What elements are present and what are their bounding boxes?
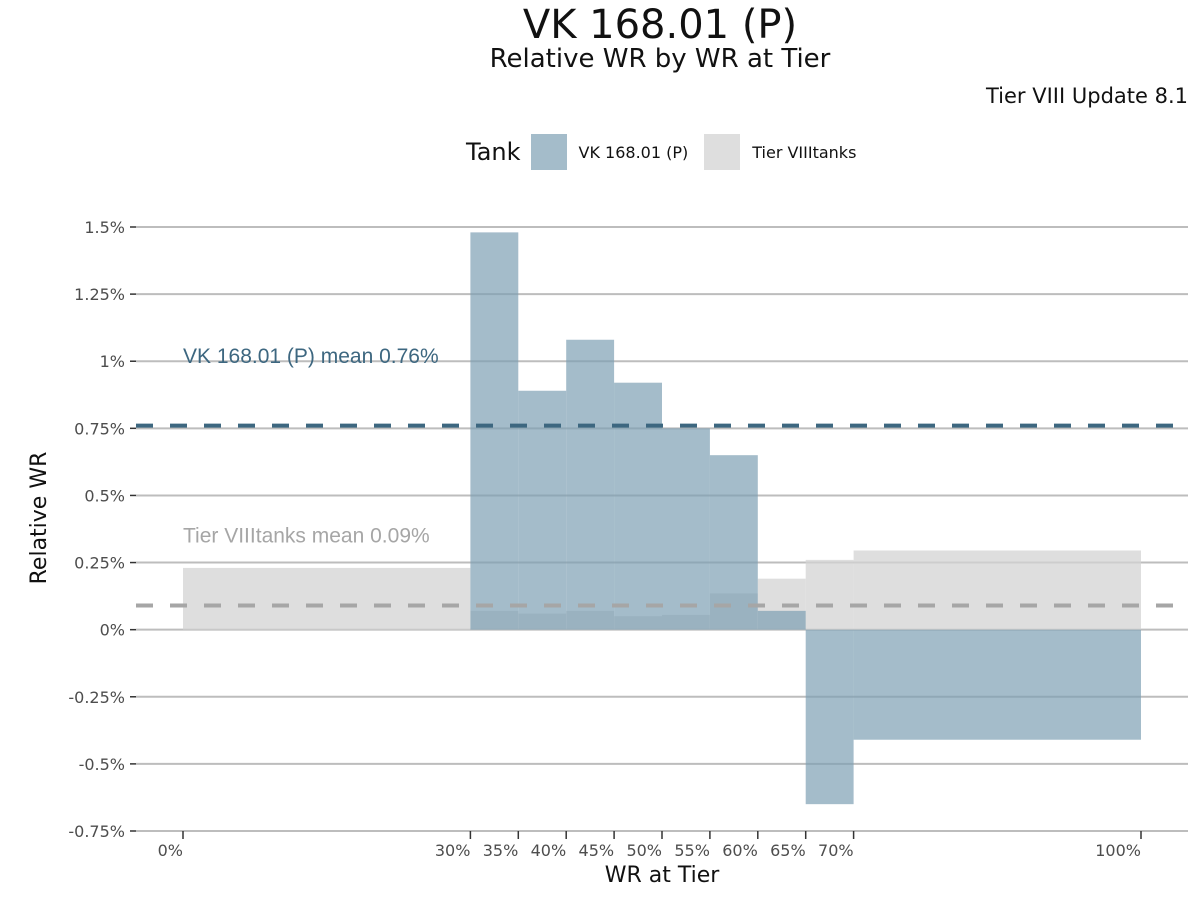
x-tick-label: 70%: [818, 841, 854, 860]
y-tick-label: 1.25%: [74, 285, 125, 304]
legend-key-vk-168: [530, 134, 567, 170]
legend-title: Tank: [466, 138, 521, 166]
chart-subtitle: Relative WR by WR at Tier: [489, 44, 831, 74]
mean-lines: Tier VIIItanks mean 0.09% VK 168.01 (P) m…: [136, 345, 1188, 608]
x-tick-label: 35%: [483, 841, 519, 860]
y-tick-label: 0.5%: [84, 486, 125, 505]
x-tick-label: 55%: [674, 841, 710, 860]
x-tick-label: 45%: [579, 841, 615, 860]
bar-tier-viiitanks: [183, 567, 471, 630]
bar-tier-viiitanks: [853, 550, 1141, 630]
chart-title: VK 168.01 (P): [522, 2, 798, 48]
x-tick-label: 30%: [435, 841, 471, 860]
x-tick-label: 50%: [626, 841, 662, 860]
x-tick-label: 65%: [770, 841, 806, 860]
x-axis-title: WR at Tier: [605, 863, 721, 888]
chart-caption: Tier VIII Update 8.1: [986, 84, 1188, 108]
y-tick-label: 1%: [100, 352, 125, 371]
legend: Tank VK 168.01 (P) Tier VIIItanks: [466, 134, 872, 170]
y-tick-label: -0.25%: [68, 688, 125, 707]
y-tick-label: -0.75%: [68, 822, 125, 841]
bar-vk-168-01-p: [566, 339, 615, 630]
bar-vk-168-01-p: [518, 390, 567, 630]
bar-vk-168-01-p: [757, 610, 806, 630]
x-tick-label: 60%: [722, 841, 758, 860]
y-axis-title: Relative WR: [27, 452, 52, 585]
bar-vk-168-01-p: [470, 232, 519, 630]
legend-label-tier-viii: Tier VIIItanks: [752, 142, 857, 162]
axes: 1.5% 1.25% 1% 0.75% 0.5% 0.25% 0% -0.25% -0.5% -0…: [68, 218, 1188, 860]
x-tick-label: 40%: [531, 841, 567, 860]
legend-key-tier-viii: [704, 134, 741, 170]
legend-label-vk-168: VK 168.01 (P): [578, 142, 689, 162]
bar-vk-168-01-p: [709, 455, 758, 630]
bars: [183, 232, 1141, 805]
y-tick-label: 1.5%: [84, 218, 125, 237]
bar-vk-168-01-p: [853, 629, 1141, 740]
y-tick-label: 0%: [100, 621, 125, 640]
x-tick-label: 100%: [1095, 841, 1141, 860]
mean-label-vk-168-01-p: VK 168.01 (P) mean 0.76%: [183, 345, 439, 368]
bar-tier-viiitanks: [805, 559, 854, 630]
mean-label-tier-viiitanks: Tier VIIItanks mean 0.09%: [183, 525, 430, 548]
y-tick-label: 0.75%: [74, 419, 125, 438]
bar-vk-168-01-p: [805, 629, 854, 805]
y-tick-label: 0.25%: [74, 554, 125, 573]
y-tick-label: -0.5%: [79, 755, 125, 774]
bar-vk-168-01-p: [662, 428, 710, 630]
x-tick-label: 0%: [158, 841, 183, 860]
bar-vk-168-01-p: [614, 382, 662, 630]
